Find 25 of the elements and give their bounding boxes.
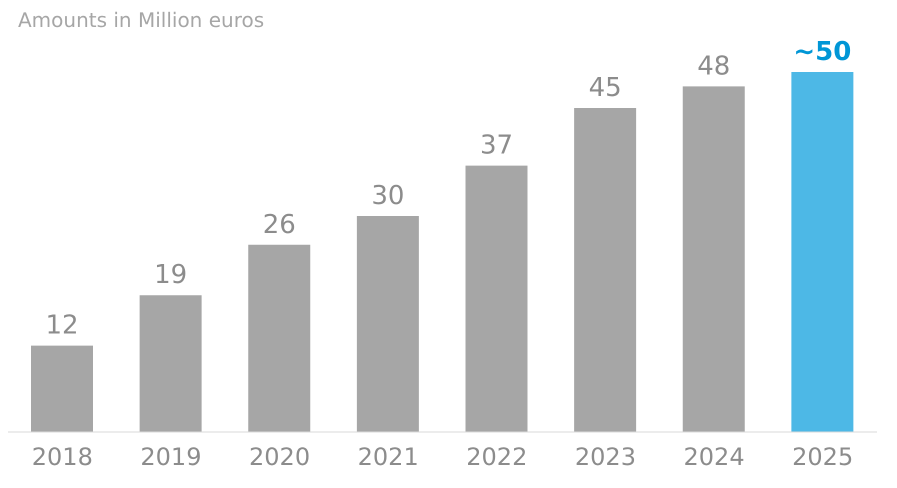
x-tick-label: 2020	[249, 443, 310, 472]
bar	[248, 244, 310, 432]
data-label: 30	[371, 181, 404, 211]
data-label: 12	[45, 310, 79, 341]
bar	[31, 346, 93, 432]
bar	[574, 108, 636, 432]
data-label: 26	[262, 210, 296, 240]
x-tick-label: 2021	[358, 443, 419, 472]
bar	[356, 216, 419, 432]
bar	[791, 72, 854, 432]
x-tick-label: 2022	[466, 443, 528, 472]
data-label: 45	[588, 73, 622, 103]
data-label: 19	[154, 260, 188, 290]
data-label: 48	[697, 51, 730, 82]
bar	[682, 86, 745, 432]
data-label: 37	[480, 130, 514, 161]
x-tick-label: 2025	[792, 443, 854, 472]
x-tick-label: 2019	[140, 443, 202, 472]
bar	[140, 295, 202, 432]
x-tick-label: 2024	[684, 443, 745, 472]
bar	[466, 166, 528, 432]
data-label: ~50	[793, 37, 852, 67]
x-tick-label: 2023	[574, 443, 636, 472]
x-tick-label: 2018	[32, 443, 93, 472]
chart-subtitle: Amounts in Million euros	[17, 8, 266, 32]
